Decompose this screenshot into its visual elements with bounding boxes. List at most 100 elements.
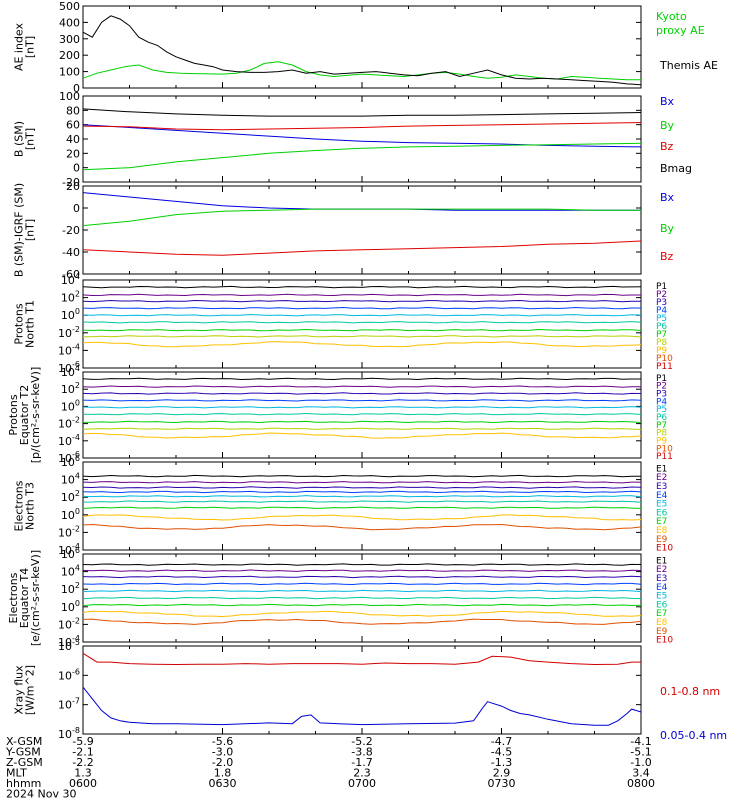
channel-line-e5	[82, 495, 642, 498]
y-tick-label: 40	[66, 133, 80, 146]
channel-line-e7	[82, 506, 642, 509]
legend-label-p3: P3	[656, 298, 667, 308]
legend-label-p4: P4	[656, 306, 667, 316]
channel-line-e1	[82, 474, 641, 478]
legend-label-p11: P11	[656, 452, 673, 462]
legend-label-p2: P2	[656, 290, 667, 300]
y-tick-label: 100	[61, 599, 80, 614]
channel-line-p1	[82, 377, 641, 381]
orbit-value: -3.0	[212, 746, 233, 759]
orbit-row-label: hhmm	[6, 777, 41, 790]
y-tick-label: 10-2	[58, 416, 80, 431]
legend-label-p10: P10	[656, 444, 673, 454]
legend-label: Kyoto	[656, 10, 687, 23]
orbit-value: -5.6	[212, 735, 233, 748]
series-line-bx	[82, 124, 642, 148]
legend-label-e3: E3	[656, 574, 667, 584]
channel-line-e6	[82, 500, 642, 503]
channel-line-p6	[82, 321, 642, 324]
orbit-value: 1.3	[74, 767, 92, 780]
orbit-value: -4.1	[630, 735, 651, 748]
legend-label: Bz	[660, 250, 674, 263]
legend-label-e10: E10	[656, 544, 673, 554]
channel-line-p5	[82, 406, 642, 409]
legend-label: Bx	[660, 191, 675, 204]
y-tick-label: 10-4	[58, 433, 80, 448]
y-tick-label: 400	[59, 16, 80, 29]
legend-label-p8: P8	[656, 338, 667, 348]
channel-line-e3	[82, 486, 642, 489]
y-tick-label: 80	[66, 104, 80, 117]
y-tick-label: 102	[61, 581, 80, 596]
legend-label-e2: E2	[656, 473, 667, 483]
y-tick-label: 102	[61, 290, 80, 305]
panel-3: -60 -40 -20 0 20 B (SM)-IGRF (SM)[nT] Bx By Bz	[13, 180, 675, 281]
y-tick-label: 0	[73, 82, 80, 95]
channel-line-p4	[82, 399, 642, 402]
panel-frame	[82, 185, 642, 275]
channel-line-e4	[82, 490, 642, 494]
legend-label-p8: P8	[656, 429, 667, 439]
orbit-value: -2.2	[72, 756, 93, 769]
y-tick-label: 10-8	[58, 726, 80, 741]
legend-label-p7: P7	[656, 421, 667, 431]
legend-label-e4: E4	[656, 491, 668, 501]
series-line-kyoto-proxy-ae	[82, 61, 641, 81]
legend-label-p6: P6	[656, 322, 667, 332]
orbit-value: -1.0	[630, 756, 651, 769]
legend-label-e9: E9	[656, 535, 668, 545]
y-axis-label: AE index[nT]	[13, 22, 37, 71]
channel-line-p2	[82, 293, 641, 297]
orbit-row-label: Z-GSM	[6, 756, 43, 769]
legend-label-p1: P1	[656, 282, 667, 292]
channel-line-e6	[82, 596, 642, 600]
y-tick-label: 10-2	[58, 524, 80, 539]
y-tick-label: 500	[59, 0, 80, 13]
series-line-themis-ae	[82, 15, 642, 86]
y-tick-label: 300	[59, 33, 80, 46]
y-tick-label: 0	[73, 202, 80, 215]
channel-line-p3	[82, 392, 642, 395]
y-tick-label: -20	[62, 224, 80, 237]
panel-frame	[82, 279, 642, 369]
legend-label-p9: P9	[656, 436, 667, 446]
orbit-value: 3.4	[632, 767, 650, 780]
legend-label: Bmag	[660, 162, 692, 175]
y-tick-label: 10-2	[58, 325, 80, 340]
legend-label: Bx	[660, 95, 675, 108]
orbit-value: 1.8	[214, 767, 232, 780]
orbit-value: 2.9	[493, 767, 511, 780]
legend-label: Themis AE	[659, 59, 718, 72]
y-axis-label: ElectronsNorth T3	[13, 480, 37, 531]
orbit-value: -5.1	[630, 746, 651, 759]
orbit-value: 2.3	[353, 767, 371, 780]
date-label: 2024 Nov 30	[6, 788, 76, 800]
legend-label-e5: E5	[656, 500, 667, 510]
channel-line-e2	[82, 481, 642, 484]
panel-frame	[82, 371, 642, 459]
legend-label-e7: E7	[656, 609, 667, 619]
orbit-value: -4.7	[491, 735, 512, 748]
y-tick-label: 20	[66, 147, 80, 160]
series-line-0-1-0-8-nm	[82, 652, 641, 666]
panel-4: 104 102 100 10-2 10-4 10-6 ProtonsNorth T1 P1P2…	[13, 272, 674, 375]
channel-line-p8	[82, 335, 642, 338]
y-tick-label: 0	[73, 162, 80, 175]
legend-label-p6: P6	[656, 413, 667, 423]
orbit-value: -5.9	[72, 735, 93, 748]
legend-label-e6: E6	[656, 508, 668, 518]
y-tick-label: 106	[61, 454, 80, 469]
y-tick-label: 102	[61, 381, 80, 396]
legend-label-e7: E7	[656, 517, 667, 527]
orbit-value: -3.8	[351, 746, 372, 759]
series-line-bx	[82, 192, 641, 211]
legend-label: proxy AE	[656, 24, 705, 37]
y-tick-label: 104	[61, 472, 80, 487]
panel-7: 106 104 102 100 10-2 10-4 ElectronsEquator T4[…	[7, 546, 673, 649]
legend-label-e1: E1	[656, 556, 667, 566]
orbit-value: 0700	[348, 777, 376, 790]
legend-label-p7: P7	[656, 330, 667, 340]
panel-frame	[82, 95, 642, 183]
